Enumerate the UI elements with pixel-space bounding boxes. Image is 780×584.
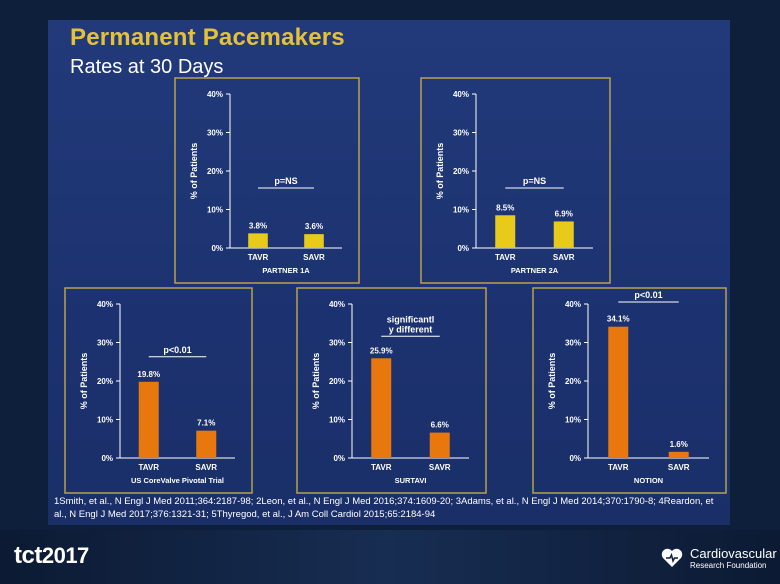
chart-5-bar-savr	[668, 451, 689, 458]
chart-5-y-tick-label: 0%	[569, 454, 581, 463]
chart-1-x-tick-label: SAVR	[303, 253, 325, 262]
chart-1-bar-value-label: 3.6%	[305, 222, 323, 231]
chart-3-y-axis-label: % of Patients	[79, 353, 89, 410]
chart-1-x-tick-label: TAVR	[248, 253, 269, 262]
chart-4-bar-value-label: 25.9%	[370, 346, 393, 355]
chart-2-bar-tavr	[495, 215, 516, 248]
chart-4-x-tick-label: TAVR	[371, 463, 392, 472]
chart-2-title: PARTNER 2A	[511, 266, 559, 275]
chart-1-bar-savr	[304, 234, 324, 248]
chart-5-title: NOTION	[634, 476, 663, 485]
chart-5-annotation-text: p<0.01	[634, 290, 662, 300]
chart-4-panel	[296, 287, 487, 494]
chart-4-annotation-text: y different	[389, 324, 433, 334]
chart-3-bar-savr	[196, 430, 217, 458]
chart-2-x-tick-label: TAVR	[495, 253, 516, 262]
chart-2-annotation-text: p=NS	[523, 176, 546, 186]
chart-4-bar-value-label: 6.6%	[431, 421, 449, 430]
chart-3-y-tick-label: 40%	[97, 300, 113, 309]
crf-line1: Cardiovascular	[690, 546, 777, 561]
chart-1-y-tick-label: 20%	[207, 167, 223, 176]
chart-5-y-tick-label: 20%	[565, 377, 581, 386]
chart-4-bar-savr	[429, 432, 450, 458]
chart-1-title: PARTNER 1A	[262, 266, 310, 275]
chart-3-y-tick-label: 20%	[97, 377, 113, 386]
chart-5-bar-value-label: 34.1%	[607, 315, 630, 324]
chart-1-bar-value-label: 3.8%	[249, 221, 267, 230]
chart-4-y-tick-label: 30%	[329, 339, 345, 348]
chart-2-x-tick-label: SAVR	[553, 253, 575, 262]
chart-1-y-tick-label: 40%	[207, 90, 223, 99]
chart-5-bar-tavr	[608, 326, 629, 458]
slide-subtitle: Rates at 30 Days	[70, 56, 224, 78]
chart-5-y-tick-label: 10%	[565, 416, 581, 425]
chart-5-x-tick-label: SAVR	[668, 463, 690, 472]
chart-2-bar-value-label: 6.9%	[555, 209, 573, 218]
chart-4-y-tick-label: 0%	[333, 454, 345, 463]
chart-2-panel	[420, 77, 611, 284]
chart-3-bar-tavr	[138, 381, 159, 458]
chart-3-y-tick-label: 0%	[101, 454, 113, 463]
chart-1-y-tick-label: 0%	[211, 244, 223, 253]
chart-5-y-tick-label: 30%	[565, 339, 581, 348]
chart-2-y-tick-label: 10%	[453, 206, 469, 215]
chart-4-y-tick-label: 20%	[329, 377, 345, 386]
tct-logo: tct2017	[14, 542, 89, 570]
chart-4-bar-tavr	[371, 358, 392, 458]
chart-4-y-tick-label: 40%	[329, 300, 345, 309]
chart-5-y-tick-label: 40%	[565, 300, 581, 309]
chart-3-y-tick-label: 30%	[97, 339, 113, 348]
chart-5-panel	[532, 287, 727, 494]
chart-4-y-tick-label: 10%	[329, 416, 345, 425]
crf-line2: Research Foundation	[690, 561, 767, 570]
chart-3-title: US CoreValve Pivotal Trial	[131, 476, 224, 485]
heart-icon	[661, 548, 683, 567]
chart-2-bar-value-label: 8.5%	[496, 203, 514, 212]
footer-bar	[0, 530, 780, 584]
chart-2-y-axis-label: % of Patients	[435, 143, 445, 200]
chart-1-bar-tavr	[248, 233, 268, 248]
chart-3-annotation-text: p<0.01	[163, 345, 191, 355]
chart-3-bar-value-label: 19.8%	[137, 370, 160, 379]
chart-4-x-tick-label: SAVR	[429, 463, 451, 472]
chart-1-y-tick-label: 30%	[207, 129, 223, 138]
chart-5-x-tick-label: TAVR	[608, 463, 629, 472]
references: 1Smith, et al., N Engl J Med 2011;364:21…	[54, 495, 726, 521]
chart-3-y-tick-label: 10%	[97, 416, 113, 425]
chart-2-bar-savr	[553, 221, 574, 248]
tct-logo-year: 2017	[41, 543, 89, 568]
chart-4-title: SURTAVI	[395, 476, 427, 485]
chart-2-y-tick-label: 20%	[453, 167, 469, 176]
chart-1-panel	[174, 77, 360, 284]
slide-title: Permanent Pacemakers	[70, 24, 345, 51]
references-text: 1Smith, et al., N Engl J Med 2011;364:21…	[54, 496, 714, 520]
chart-2-y-tick-label: 0%	[457, 244, 469, 253]
tct-logo-text: tct	[14, 542, 42, 569]
chart-3-x-tick-label: TAVR	[138, 463, 159, 472]
chart-1-y-axis-label: % of Patients	[189, 143, 199, 200]
chart-3-x-tick-label: SAVR	[195, 463, 217, 472]
chart-4-y-axis-label: % of Patients	[311, 353, 321, 410]
chart-5-y-axis-label: % of Patients	[547, 353, 557, 410]
chart-3-panel	[64, 287, 253, 494]
chart-2-y-tick-label: 40%	[453, 90, 469, 99]
chart-1-annotation-text: p=NS	[274, 176, 297, 186]
chart-2-y-tick-label: 30%	[453, 129, 469, 138]
chart-1-y-tick-label: 10%	[207, 206, 223, 215]
chart-4-annotation-text: significantl	[387, 314, 435, 324]
chart-5-bar-value-label: 1.6%	[670, 440, 688, 449]
chart-3-bar-value-label: 7.1%	[197, 419, 215, 428]
